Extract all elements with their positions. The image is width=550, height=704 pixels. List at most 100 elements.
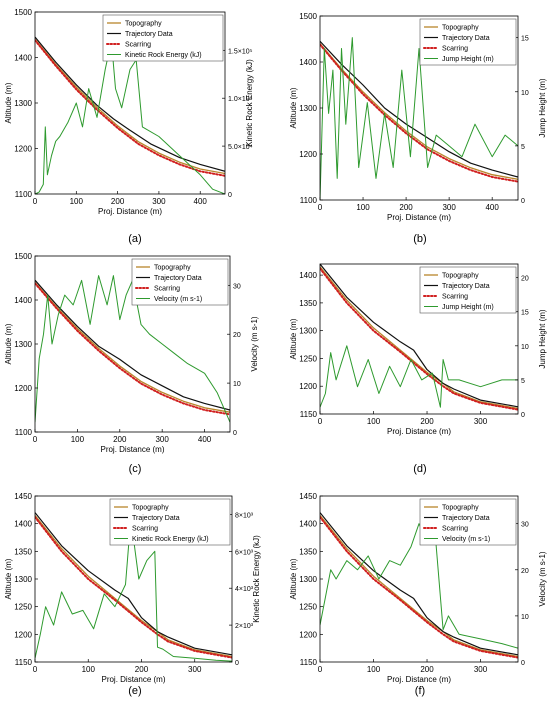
panel-c: 0 100 200 300 400 1100 1200 1300 1400 1500 0 10 20 30… <box>4 252 259 475</box>
y2-tick-label: 0 <box>228 192 232 199</box>
legend-entry: Topography <box>442 25 479 32</box>
x-tick-label: 0 <box>318 417 323 426</box>
y-axis-label: Altitude (m) <box>289 558 298 599</box>
series-trajectory-line <box>35 512 232 656</box>
y2-tick-label: 30 <box>521 522 529 529</box>
panel-label: (f) <box>415 685 425 697</box>
series-secondary-line <box>35 275 230 423</box>
y-tick-label: 1350 <box>299 299 317 308</box>
y2-axis-label: Kinetic Rock Energy (kJ) <box>245 59 254 147</box>
legend-entry: Trajectory Data <box>132 515 180 522</box>
y-axis-label: Altitude (m) <box>4 558 13 599</box>
plot-frame <box>319 263 519 415</box>
y2-tick-label: 1.5×10⁵ <box>228 48 253 55</box>
y-tick-label: 1300 <box>14 340 32 349</box>
y2-axis-label: Jump Height (m) <box>538 78 547 137</box>
y2-tick-label: 4×10³ <box>235 586 254 593</box>
y2-tick-label: 1.0×10⁵ <box>228 96 253 103</box>
y-tick-label: 1150 <box>300 410 318 419</box>
y-tick-label: 1400 <box>299 58 317 67</box>
panel-b: 0 100 200 300 400 1100 1200 1300 1400 1500 0 5 10 15 P… <box>289 12 547 245</box>
legend: Topography Trajectory Data Scarring Jump He… <box>419 18 517 66</box>
y2-tick-label: 5 <box>521 378 525 385</box>
x-tick-label: 400 <box>198 435 212 444</box>
series-secondary-line <box>35 517 232 662</box>
x-tick-label: 300 <box>442 203 456 212</box>
y-tick-label: 1400 <box>14 520 32 529</box>
legend-entry: Velocity (m s-1) <box>442 536 490 543</box>
y2-axis-label: Jump Height (m) <box>538 309 547 368</box>
y2-axis-label: Velocity (m s-1) <box>538 551 547 606</box>
legend-entry: Kinetic Rock Energy (kJ) <box>132 536 209 543</box>
legend: Topography Trajectory Data Scarring Kinetic… <box>109 498 231 546</box>
legend-entry: Velocity (m s-1) <box>154 296 202 303</box>
y2-tick-label: 10 <box>521 344 529 351</box>
y-tick-label: 1250 <box>299 603 317 612</box>
legend-entry: Scarring <box>442 294 468 301</box>
panel-a: 0 100 200 300 400 1100 1200 1300 1400 1500 0 5.0×10… <box>4 8 254 245</box>
y-tick-label: 1350 <box>299 547 317 556</box>
y-tick-label: 1500 <box>14 252 32 261</box>
series-secondary-line <box>320 345 518 408</box>
y-tick-label: 1250 <box>14 603 32 612</box>
x-tick-label: 200 <box>113 435 127 444</box>
series-secondary-line <box>320 523 518 649</box>
y-tick-label: 1400 <box>14 54 32 63</box>
x-tick-label: 200 <box>420 417 434 426</box>
legend-entry: Topography <box>442 505 479 512</box>
x-tick-label: 100 <box>356 203 370 212</box>
y-tick-label: 1250 <box>299 354 317 363</box>
y2-tick-label: 0 <box>521 198 525 205</box>
y-tick-label: 1150 <box>15 658 33 667</box>
series-secondary-line <box>35 40 225 194</box>
series-scarring-line <box>320 267 518 411</box>
legend-entry: Jump Height (m) <box>442 56 494 63</box>
y-tick-label: 1400 <box>299 271 317 280</box>
panel-label: (e) <box>128 685 141 697</box>
y-tick-label: 1500 <box>299 12 317 21</box>
series-topography-line <box>320 266 518 410</box>
x-tick-label: 200 <box>135 665 149 674</box>
x-tick-label: 0 <box>318 665 323 674</box>
y-tick-label: 1300 <box>14 99 32 108</box>
legend: Topography Trajectory Data Scarring Velocit… <box>419 498 517 546</box>
x-tick-label: 300 <box>188 665 202 674</box>
y2-tick-label: 10 <box>521 614 529 621</box>
y2-tick-label: 5.0×10⁴ <box>228 144 253 151</box>
y2-tick-label: 6×10³ <box>235 549 254 556</box>
legend: Topography Trajectory Data Scarring Velocit… <box>131 258 229 306</box>
y-tick-label: 1200 <box>299 630 317 639</box>
y-tick-label: 1300 <box>14 575 32 584</box>
series-trajectory-line <box>320 264 518 408</box>
y-tick-label: 1200 <box>299 382 317 391</box>
y-axis-label: Altitude (m) <box>289 87 298 128</box>
panel-label: (c) <box>129 463 142 475</box>
x-tick-label: 100 <box>71 435 85 444</box>
legend-entry: Trajectory Data <box>442 35 490 42</box>
x-tick-label: 300 <box>474 665 488 674</box>
legend-entry: Scarring <box>442 46 468 53</box>
legend-entry: Scarring <box>154 286 180 293</box>
x-tick-label: 0 <box>33 665 38 674</box>
legend-entry: Topography <box>125 21 162 28</box>
x-tick-label: 100 <box>367 665 381 674</box>
legend-box <box>102 14 224 62</box>
x-tick-label: 300 <box>155 435 169 444</box>
y2-tick-label: 10 <box>521 90 529 97</box>
x-tick-label: 400 <box>194 197 208 206</box>
y-tick-label: 1300 <box>299 104 317 113</box>
x-axis-label: Proj. Distance (m) <box>98 207 162 216</box>
legend-entry: Topography <box>154 265 191 272</box>
x-tick-label: 200 <box>420 665 434 674</box>
legend-entry: Trajectory Data <box>442 515 490 522</box>
y2-tick-label: 30 <box>233 283 241 290</box>
series-scarring-line <box>320 43 518 183</box>
y2-tick-label: 8×10³ <box>235 512 254 519</box>
series-trajectory-line <box>35 279 230 411</box>
y-tick-label: 1200 <box>14 145 32 154</box>
legend-entry: Trajectory Data <box>154 275 202 282</box>
x-axis-label: Proj. Distance (m) <box>101 675 165 684</box>
series-topography-line <box>35 281 230 413</box>
y-tick-label: 1400 <box>14 296 32 305</box>
